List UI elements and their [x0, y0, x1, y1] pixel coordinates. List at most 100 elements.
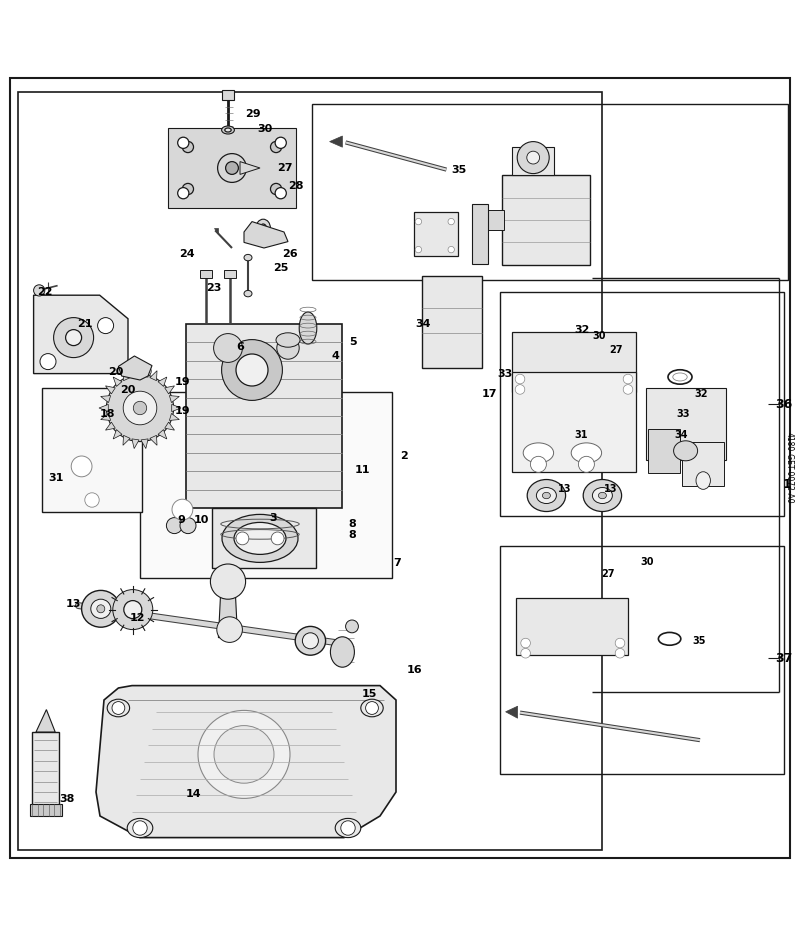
Bar: [500, 546, 784, 773]
Text: 19: 19: [174, 376, 190, 387]
Circle shape: [124, 601, 142, 619]
Polygon shape: [113, 377, 122, 387]
Circle shape: [54, 317, 94, 358]
Circle shape: [517, 141, 549, 173]
Circle shape: [515, 385, 525, 394]
Circle shape: [180, 518, 196, 534]
Ellipse shape: [97, 605, 105, 613]
Circle shape: [123, 391, 157, 425]
Bar: [167, 128, 296, 208]
Text: 7: 7: [394, 558, 402, 568]
Circle shape: [623, 385, 633, 394]
Circle shape: [270, 141, 282, 153]
Bar: [227, 526, 237, 534]
Ellipse shape: [583, 479, 622, 511]
Text: 30: 30: [592, 331, 606, 341]
Polygon shape: [165, 422, 174, 431]
Circle shape: [521, 638, 530, 648]
Ellipse shape: [537, 488, 557, 504]
Polygon shape: [244, 222, 288, 248]
Bar: [512, 147, 554, 175]
Bar: [222, 90, 234, 99]
Polygon shape: [106, 422, 115, 431]
Polygon shape: [214, 228, 218, 234]
Ellipse shape: [523, 443, 554, 463]
Bar: [200, 270, 211, 278]
Circle shape: [133, 821, 147, 835]
Circle shape: [275, 138, 286, 149]
Ellipse shape: [222, 126, 234, 134]
Circle shape: [182, 141, 194, 153]
Circle shape: [222, 340, 282, 401]
Text: 36: 36: [775, 398, 793, 411]
Ellipse shape: [598, 492, 606, 499]
Polygon shape: [158, 377, 167, 387]
Text: 8: 8: [348, 530, 356, 540]
Bar: [30, 804, 62, 816]
Text: 35: 35: [451, 166, 466, 175]
Text: 5: 5: [350, 337, 358, 346]
Ellipse shape: [302, 633, 318, 649]
Bar: [212, 508, 316, 568]
Text: 29: 29: [245, 110, 261, 120]
Bar: [648, 429, 680, 473]
Circle shape: [448, 246, 454, 253]
Text: 34: 34: [674, 431, 688, 440]
Circle shape: [121, 366, 132, 377]
Circle shape: [448, 218, 454, 225]
Text: 10: 10: [194, 515, 209, 525]
Circle shape: [112, 702, 125, 714]
Bar: [488, 211, 504, 229]
Bar: [502, 175, 590, 265]
Circle shape: [271, 532, 284, 545]
Ellipse shape: [107, 699, 130, 717]
Text: 30: 30: [258, 124, 273, 134]
Polygon shape: [172, 404, 181, 412]
Text: 14: 14: [186, 789, 202, 799]
Text: 18: 18: [99, 409, 114, 419]
Ellipse shape: [592, 488, 613, 504]
Polygon shape: [99, 404, 108, 412]
Text: 26: 26: [282, 249, 298, 258]
Circle shape: [623, 374, 633, 384]
Ellipse shape: [295, 626, 326, 655]
Text: 32: 32: [574, 325, 590, 334]
Text: 4: 4: [332, 351, 340, 361]
Bar: [682, 442, 724, 486]
Circle shape: [140, 366, 151, 377]
Text: 19: 19: [174, 406, 190, 417]
Circle shape: [270, 183, 282, 195]
Polygon shape: [106, 386, 115, 394]
Circle shape: [578, 457, 594, 473]
Circle shape: [178, 187, 189, 198]
Ellipse shape: [527, 479, 566, 511]
Ellipse shape: [256, 219, 270, 237]
Bar: [512, 331, 636, 391]
Text: 27: 27: [610, 344, 623, 355]
Polygon shape: [165, 386, 174, 394]
Polygon shape: [218, 574, 238, 637]
Bar: [186, 324, 342, 508]
Ellipse shape: [330, 636, 354, 667]
Text: 33: 33: [676, 409, 690, 418]
Bar: [312, 104, 788, 280]
Ellipse shape: [244, 255, 252, 261]
Text: 17: 17: [482, 388, 497, 399]
Polygon shape: [150, 435, 157, 446]
Text: 11: 11: [354, 464, 370, 475]
Polygon shape: [170, 396, 179, 402]
Circle shape: [415, 246, 422, 253]
Ellipse shape: [427, 223, 443, 245]
Polygon shape: [141, 439, 148, 448]
Ellipse shape: [82, 591, 120, 627]
Ellipse shape: [361, 699, 383, 717]
Circle shape: [226, 162, 238, 174]
Circle shape: [415, 218, 422, 225]
Text: 9: 9: [178, 515, 186, 525]
Text: 33: 33: [498, 369, 513, 378]
Polygon shape: [123, 371, 130, 381]
Polygon shape: [240, 162, 260, 174]
Circle shape: [521, 649, 530, 658]
Ellipse shape: [91, 599, 110, 619]
Polygon shape: [113, 430, 122, 439]
